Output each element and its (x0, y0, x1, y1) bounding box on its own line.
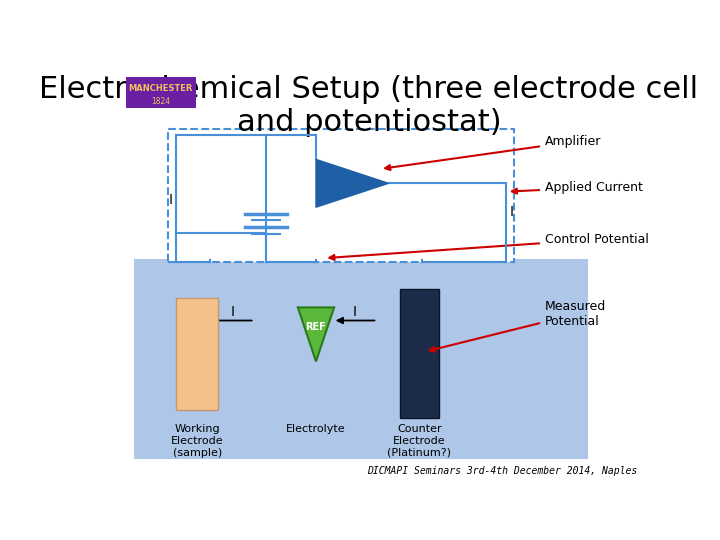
Polygon shape (298, 307, 334, 361)
Text: I: I (353, 305, 357, 319)
Text: MANCHESTER: MANCHESTER (129, 84, 193, 92)
Text: Electrolyte: Electrolyte (286, 424, 346, 435)
Text: I: I (230, 305, 234, 319)
Text: and potentiostat): and potentiostat) (237, 109, 501, 138)
Text: Control Potential: Control Potential (330, 233, 649, 260)
FancyBboxPatch shape (400, 289, 438, 418)
Text: I: I (509, 205, 513, 219)
Polygon shape (316, 159, 389, 207)
Text: DICMAPI Seminars 3rd-4th December 2014, Naples: DICMAPI Seminars 3rd-4th December 2014, … (366, 467, 637, 476)
Text: 1824: 1824 (151, 97, 171, 106)
Text: Electrochemical Setup (three electrode cell: Electrochemical Setup (three electrode c… (40, 75, 698, 104)
FancyBboxPatch shape (168, 129, 514, 262)
Text: Measured
Potential: Measured Potential (430, 300, 606, 352)
Text: Amplifier: Amplifier (385, 135, 601, 170)
Text: Working
Electrode
(sample): Working Electrode (sample) (171, 424, 224, 458)
FancyBboxPatch shape (176, 298, 218, 410)
FancyBboxPatch shape (126, 77, 196, 109)
Text: I: I (169, 193, 173, 207)
FancyBboxPatch shape (135, 260, 587, 458)
Text: Counter
Electrode
(Platinum?): Counter Electrode (Platinum?) (387, 424, 451, 458)
Text: REF: REF (305, 322, 326, 333)
Text: Applied Current: Applied Current (512, 181, 643, 194)
